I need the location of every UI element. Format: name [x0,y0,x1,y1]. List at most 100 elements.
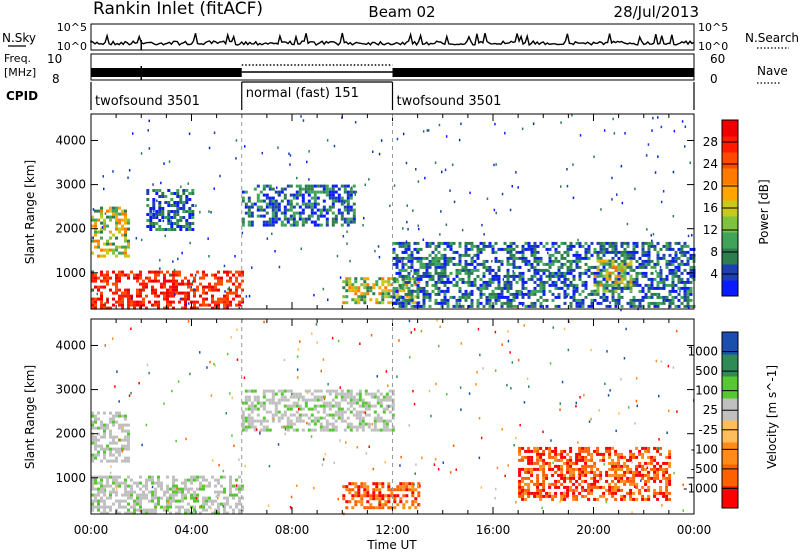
echo-speckle [362,224,364,227]
echo-cell [151,291,154,295]
echo-cell [497,295,501,299]
echo-cell [422,286,426,290]
echo-cell [626,301,630,305]
echo-speckle [501,192,504,196]
echo-cell [662,280,666,284]
echo-cell [387,277,391,281]
echo-cell [551,494,555,498]
echo-speckle [442,461,444,464]
echo-cell [611,485,615,489]
echo-cell [437,244,441,248]
echo-cell [298,190,302,194]
echo-cell [425,289,429,293]
echo-cell [470,247,474,251]
echo-cell [674,256,678,260]
echo-cell [202,291,205,295]
echo-speckle [248,294,251,298]
echo-cell [411,500,415,504]
echo-cell [182,189,186,192]
echo-cell [404,298,408,302]
echo-cell [277,398,281,402]
echo-cell [545,446,549,450]
echo-cell [390,494,394,498]
echo-cell [316,214,320,218]
echo-cell [410,265,414,269]
echo-cell [551,271,555,275]
echo-cell [542,464,546,468]
echo-cell [527,259,531,263]
echo-cell [512,277,516,281]
echo-cell [179,201,183,204]
echo-speckle [116,370,118,373]
echo-cell [560,253,564,257]
echo-cell [106,276,109,280]
echo-cell [103,499,106,503]
echo-cell [650,455,654,459]
echo-cell [151,511,154,515]
echo-cell [229,493,232,497]
echo-cell [340,202,344,206]
echo-cell [521,295,525,299]
echo-cell [349,187,353,191]
echo-cell [166,288,169,292]
echo-cell [256,199,260,203]
power-echoes [91,114,696,312]
nsky-panel-frame [90,23,695,51]
echo-cell [644,262,648,266]
echo-cell [398,301,402,305]
echo-cell [566,470,570,474]
echo-cell [146,219,150,222]
echo-cell [488,298,492,302]
echo-cell [91,300,94,304]
echo-cell [623,461,627,465]
echo-cell [205,273,208,277]
echo-cell [473,280,477,284]
echo-cell [169,502,172,506]
echo-cell [512,274,516,278]
echo-cell [286,202,290,206]
echo-cell [154,508,157,512]
echo-cell [485,286,489,290]
echo-cell [124,414,127,418]
echo-cell [551,280,555,284]
echo-cell [158,213,162,216]
echo-cell [641,452,645,456]
echo-cell [545,241,549,245]
echo-cell [262,389,266,393]
echo-cell [647,476,651,480]
echo-speckle [407,228,409,231]
echo-cell [620,277,624,281]
echo-speckle [497,259,499,263]
echo-cell [337,193,341,197]
echo-cell [551,467,555,471]
echo-speckle [243,376,246,379]
echo-cell [668,464,672,468]
echo-cell [410,256,414,260]
echo-cell [381,301,385,305]
echo-cell [545,298,549,302]
echo-cell [509,280,513,284]
echo-cell [521,271,525,275]
echo-cell [512,292,516,296]
echo-cell [157,303,160,307]
echo-cell [151,279,154,283]
echo-cell [109,435,112,439]
echo-cell [118,475,121,479]
echo-cell [629,467,633,471]
echo-speckle [510,250,512,253]
echo-cell [244,205,248,209]
echo-cell [142,508,145,512]
echo-cell [304,401,308,405]
echo-cell [518,473,522,477]
echo-cell [575,241,579,245]
echo-speckle [176,224,178,228]
echo-cell [399,485,403,489]
echo-cell [172,285,175,289]
echo-cell [97,444,100,448]
echo-cell [674,259,678,263]
echo-cell [680,259,684,263]
nsearch-tick-top: 10^5 [698,21,728,34]
echo-cell [446,262,450,266]
echo-cell [647,253,651,257]
